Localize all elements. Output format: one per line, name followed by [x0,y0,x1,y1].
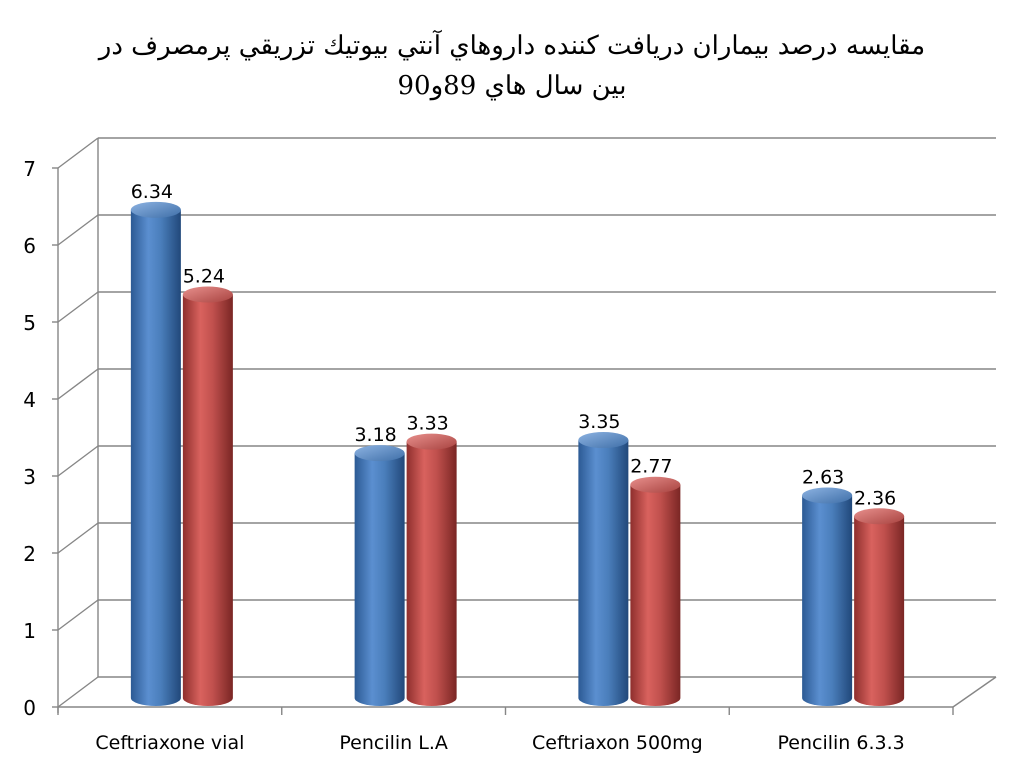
bar [130,201,181,706]
bar [182,286,233,706]
chart-title-line-2: بين سال هاي 89و90 [397,71,627,101]
bar-body [406,441,457,706]
data-label: 6.34 [131,181,173,203]
y-tick-label: 3 [23,465,36,489]
bar [354,445,405,706]
gridline-side [57,599,99,631]
floor-edge-right [952,676,997,708]
y-tick-label: 6 [23,234,36,258]
bar [406,433,457,706]
bar-top [182,286,233,303]
chart-title-line-1: مقايسه درصد بيماران دريافت كننده داروهاي… [98,31,926,61]
data-label: 2.77 [630,456,672,478]
data-label: 3.18 [354,424,396,446]
gridline-side [57,291,99,323]
x-tick-label: Pencilin L.A [339,732,448,754]
x-tick-label: Pencilin 6.3.3 [778,732,905,754]
gridline-side [57,368,99,400]
bar-body [130,209,181,706]
y-tick-label: 0 [23,696,36,720]
bar-top [406,433,457,450]
labels-layer: 0 1 2 3 4 5 6 7 Ceftriaxone vial Pencilin L.A Ceft… [23,157,904,754]
bar-body [854,516,905,706]
bar-top [354,445,405,462]
bar [802,487,853,706]
data-label: 5.24 [183,266,225,288]
y-tick-label: 2 [23,542,36,566]
bar-body [182,294,233,706]
bar-top [130,201,181,218]
bar-body [802,495,853,706]
bar-body [578,440,629,706]
gridline-side [57,676,99,708]
gridline-side [57,522,99,554]
gridline-side [57,445,99,477]
gridline-side [57,214,99,246]
bar-top [578,432,629,449]
bar [854,508,905,706]
chart-title: مقايسه درصد بيماران دريافت كننده داروهاي… [40,26,984,106]
gridline-side [57,137,99,169]
y-tick-label: 4 [23,388,36,412]
bars-layer [130,201,905,706]
axis-layer [52,167,954,715]
bar [630,476,681,706]
data-label: 3.35 [578,411,620,433]
bar-top [630,476,681,493]
data-label: 2.63 [802,466,844,488]
y-tick-label: 7 [23,157,36,181]
y-tick-label: 5 [23,311,36,335]
bar [578,432,629,706]
data-label: 2.36 [854,487,896,509]
x-tick-label: Ceftriaxon 500mg [532,732,703,754]
y-tick-label: 1 [23,619,36,643]
data-label: 3.33 [406,413,448,435]
bar-top [854,508,905,525]
x-tick-label: Ceftriaxone vial [95,732,244,754]
bar-body [354,453,405,706]
bar-body [630,484,681,706]
bar-top [802,487,853,504]
